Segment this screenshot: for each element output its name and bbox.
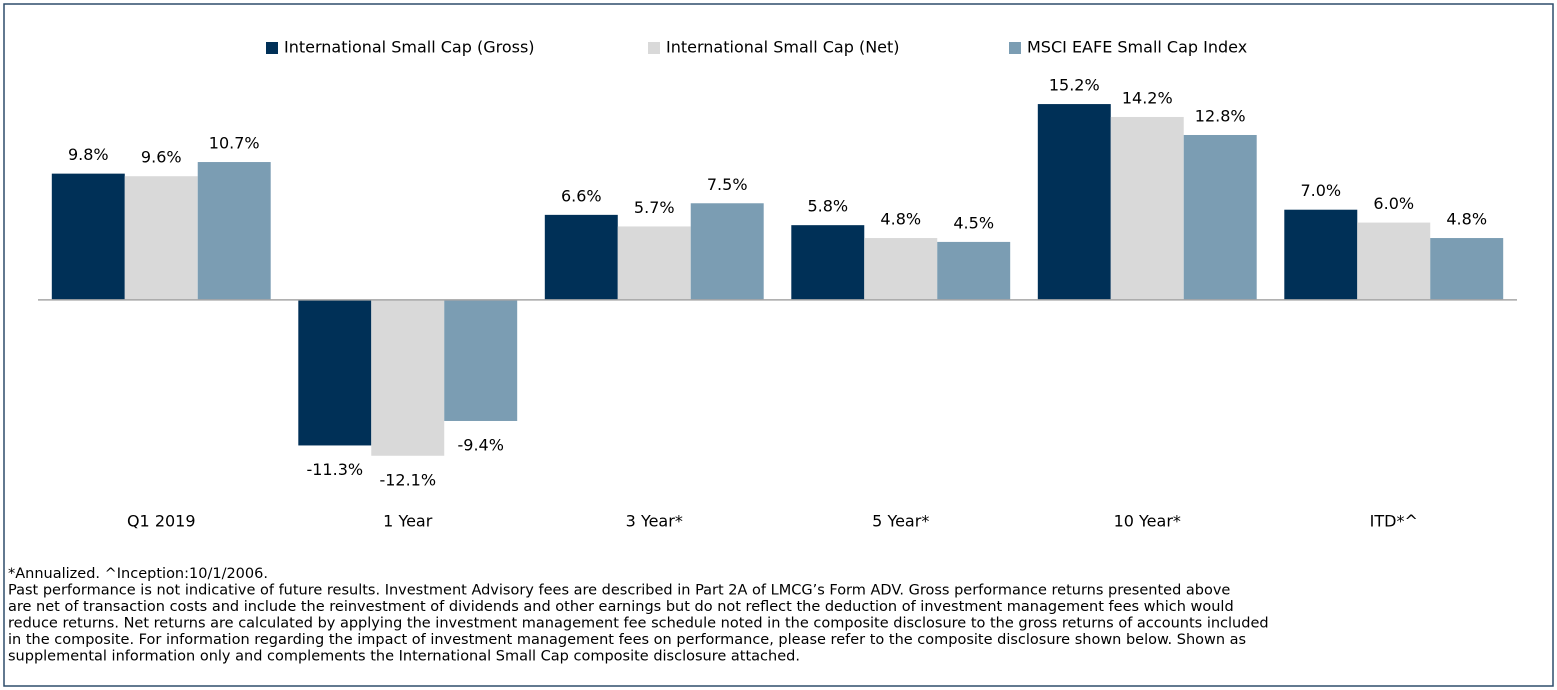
bar: [1110, 116, 1184, 300]
bar: [544, 214, 618, 300]
bar: [1037, 104, 1111, 300]
footnote: Past performance is not indicative of fu…: [8, 583, 1230, 599]
value-label: 4.8%: [1446, 210, 1487, 229]
value-label: 15.2%: [1049, 76, 1100, 95]
value-label: 6.6%: [561, 186, 602, 205]
value-label: 4.5%: [953, 213, 994, 232]
x-tick-label: 5 Year*: [872, 512, 929, 531]
bar: [1357, 222, 1431, 300]
bar: [444, 299, 518, 421]
value-label: 7.5%: [707, 175, 748, 194]
bar: [1284, 209, 1358, 300]
x-tick-label: ITD*^: [1370, 512, 1418, 531]
bar: [937, 241, 1011, 300]
value-label: 6.0%: [1373, 194, 1414, 213]
value-label: 4.8%: [880, 210, 921, 229]
bar: [617, 226, 691, 300]
legend-label: MSCI EAFE Small Cap Index: [1027, 38, 1247, 57]
value-label: 14.2%: [1122, 88, 1173, 107]
bar: [864, 238, 938, 300]
legend-label: International Small Cap (Net): [666, 38, 900, 57]
value-label: 5.7%: [634, 198, 675, 217]
value-label: 7.0%: [1300, 181, 1341, 200]
bar: [197, 162, 271, 300]
footnote: in the composite. For information regard…: [8, 632, 1246, 648]
frame: [3, 3, 1554, 687]
bar: [1430, 238, 1504, 300]
legend-label: International Small Cap (Gross): [284, 38, 535, 57]
value-label: -9.4%: [458, 435, 504, 454]
footnote: are net of transaction costs and include…: [8, 599, 1234, 615]
value-label: 10.7%: [209, 134, 260, 153]
footnote: reduce returns. Net returns are calculat…: [8, 616, 1269, 632]
value-label: -11.3%: [306, 460, 363, 479]
value-label: -12.1%: [379, 470, 436, 489]
value-label: 5.8%: [807, 197, 848, 216]
bar: [690, 203, 764, 300]
footnote: supplemental information only and comple…: [8, 649, 800, 665]
value-label: 12.8%: [1195, 106, 1246, 125]
x-tick-label: 3 Year*: [626, 512, 683, 531]
bar: [1183, 134, 1257, 300]
legend-swatch: [648, 42, 660, 54]
value-label: 9.8%: [68, 145, 109, 164]
bar: [371, 299, 445, 456]
bar: [51, 173, 125, 300]
legend-swatch: [266, 42, 278, 54]
footnote: *Annualized. ^Inception:10/1/2006.: [8, 566, 268, 582]
x-tick-label: Q1 2019: [127, 512, 196, 531]
bar: [124, 176, 198, 300]
x-tick-label: 1 Year: [383, 512, 433, 531]
bar: [298, 299, 372, 446]
x-tick-label: 10 Year*: [1114, 512, 1181, 531]
bar: [791, 225, 865, 300]
value-label: 9.6%: [141, 148, 182, 167]
legend-swatch: [1009, 42, 1021, 54]
